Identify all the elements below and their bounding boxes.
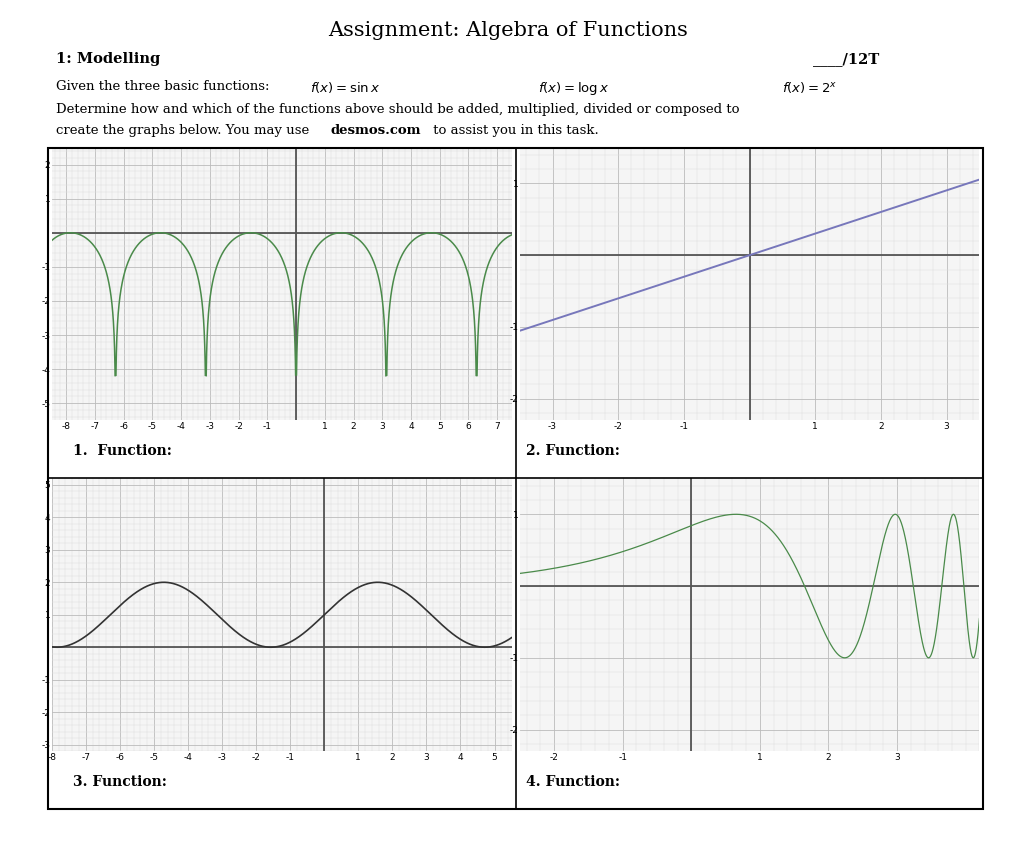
Text: to assist you in this task.: to assist you in this task.	[429, 124, 598, 137]
Text: desmos.com: desmos.com	[330, 124, 421, 137]
Text: $f(x) = 2^x$: $f(x) = 2^x$	[782, 80, 837, 95]
Text: 1: Modelling: 1: Modelling	[56, 52, 161, 67]
Text: $f(x) = \log x$: $f(x) = \log x$	[538, 80, 610, 97]
Text: Determine how and which of the functions above should be added, multiplied, divi: Determine how and which of the functions…	[56, 103, 740, 115]
Text: Given the three basic functions:: Given the three basic functions:	[56, 80, 269, 93]
Text: 2. Function:: 2. Function:	[526, 444, 620, 458]
Text: ____/12T: ____/12T	[813, 52, 879, 67]
Text: 3. Function:: 3. Function:	[73, 775, 167, 789]
Text: 1.  Function:: 1. Function:	[73, 444, 172, 458]
Text: create the graphs below. You may use: create the graphs below. You may use	[56, 124, 313, 137]
Text: Assignment: Algebra of Functions: Assignment: Algebra of Functions	[328, 21, 688, 40]
Text: $f(x) = \sin x$: $f(x) = \sin x$	[310, 80, 380, 95]
Text: 4. Function:: 4. Function:	[526, 775, 620, 789]
